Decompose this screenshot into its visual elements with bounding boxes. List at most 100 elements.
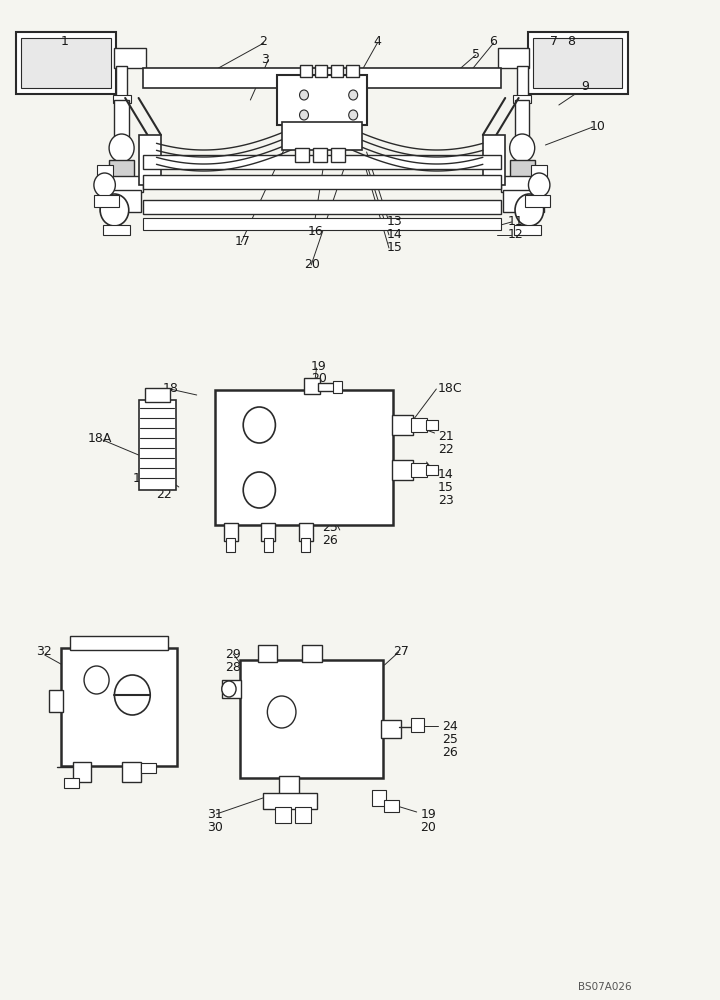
Bar (331, 65, 343, 77)
Bar (109, 160, 134, 178)
Bar (114, 100, 129, 140)
Bar (138, 135, 161, 185)
Circle shape (267, 696, 296, 728)
Bar (22, 38, 111, 88)
Bar (60, 648, 177, 766)
Bar (513, 95, 531, 103)
Bar (302, 538, 310, 552)
Bar (372, 790, 387, 806)
Circle shape (510, 134, 535, 162)
Circle shape (243, 407, 276, 443)
Text: 25: 25 (322, 521, 338, 534)
Bar (64, 778, 78, 788)
Text: 12: 12 (508, 228, 523, 241)
Bar (384, 800, 399, 812)
Bar (426, 420, 438, 430)
Text: 19: 19 (311, 360, 327, 373)
Text: 4: 4 (374, 35, 382, 48)
Circle shape (94, 173, 115, 197)
Bar (302, 645, 322, 662)
Bar (277, 75, 366, 125)
Bar (318, 383, 334, 391)
Circle shape (300, 110, 308, 120)
Text: 16: 16 (307, 225, 323, 238)
Bar (112, 95, 130, 103)
Text: 18A: 18A (88, 432, 112, 445)
Bar (116, 66, 127, 98)
Text: 21: 21 (438, 430, 454, 443)
Circle shape (84, 666, 109, 694)
Circle shape (348, 110, 358, 120)
Bar (517, 66, 528, 98)
Circle shape (515, 194, 544, 226)
Bar (103, 225, 130, 235)
Bar (143, 68, 500, 88)
Text: 11: 11 (508, 215, 523, 228)
Text: 6: 6 (489, 35, 497, 48)
Text: 22: 22 (438, 443, 454, 456)
Bar (143, 218, 500, 230)
Circle shape (243, 472, 276, 508)
Text: 1: 1 (60, 35, 68, 48)
Bar (503, 190, 544, 212)
Bar (223, 523, 238, 541)
Bar (96, 165, 112, 179)
Bar (500, 176, 546, 192)
Text: 27: 27 (393, 645, 409, 658)
Bar (138, 400, 176, 490)
Circle shape (348, 90, 358, 100)
Text: 10: 10 (590, 120, 606, 133)
Bar (315, 65, 328, 77)
Bar (100, 190, 141, 212)
Bar (295, 148, 310, 162)
Bar (145, 388, 170, 402)
Text: 2: 2 (259, 35, 267, 48)
Bar (276, 807, 292, 823)
Bar (215, 390, 393, 525)
Bar (70, 636, 168, 650)
Text: 31: 31 (207, 808, 223, 821)
Text: 8: 8 (567, 35, 575, 48)
Text: 9: 9 (581, 80, 589, 93)
Bar (392, 460, 413, 480)
Circle shape (222, 681, 236, 697)
Text: 14: 14 (438, 468, 454, 481)
Text: 30: 30 (207, 821, 223, 834)
Text: 14: 14 (386, 228, 402, 241)
Bar (264, 538, 273, 552)
Text: 15: 15 (386, 241, 402, 254)
Text: 26: 26 (322, 534, 338, 547)
Text: 25: 25 (441, 733, 458, 746)
Bar (483, 135, 505, 185)
Text: 20: 20 (311, 372, 327, 385)
Bar (122, 762, 141, 782)
Text: 17: 17 (235, 235, 251, 248)
Text: 18B: 18B (132, 472, 157, 485)
Text: 19: 19 (420, 808, 436, 821)
Text: 20: 20 (420, 821, 436, 834)
Bar (143, 155, 500, 169)
Bar (515, 100, 529, 140)
Bar (411, 463, 428, 477)
Bar (304, 378, 320, 394)
Text: 24: 24 (322, 508, 338, 521)
Circle shape (109, 134, 134, 162)
Text: 32: 32 (36, 645, 52, 658)
Text: 21: 21 (156, 475, 172, 488)
Bar (333, 381, 341, 393)
Bar (258, 645, 277, 662)
Text: 29: 29 (225, 648, 241, 661)
Text: 15: 15 (438, 481, 454, 494)
Bar (143, 200, 500, 214)
Bar (331, 148, 345, 162)
Bar (528, 32, 628, 94)
Bar (300, 65, 312, 77)
Text: 5: 5 (472, 48, 480, 61)
Bar (141, 763, 156, 773)
Text: BS07A026: BS07A026 (577, 982, 631, 992)
Text: 18: 18 (163, 382, 179, 395)
Bar (263, 793, 317, 809)
Text: 22: 22 (156, 488, 172, 501)
Bar (73, 762, 91, 782)
Circle shape (114, 675, 150, 715)
